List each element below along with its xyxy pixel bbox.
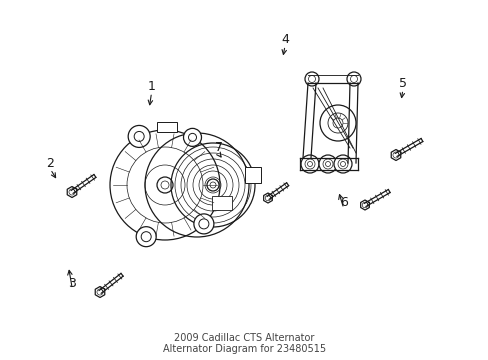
Circle shape bbox=[194, 214, 213, 234]
Circle shape bbox=[128, 125, 150, 148]
Text: 5: 5 bbox=[398, 77, 406, 90]
Text: 3: 3 bbox=[68, 277, 76, 290]
Circle shape bbox=[319, 105, 355, 141]
Bar bbox=[212, 196, 231, 210]
Text: 2009 Cadillac CTS Alternator: 2009 Cadillac CTS Alternator bbox=[174, 333, 314, 343]
Bar bbox=[244, 167, 261, 183]
Text: Alternator Diagram for 23480515: Alternator Diagram for 23480515 bbox=[163, 344, 325, 354]
Text: 2: 2 bbox=[46, 157, 54, 170]
Text: 6: 6 bbox=[339, 196, 347, 209]
Text: 7: 7 bbox=[214, 141, 222, 154]
Circle shape bbox=[301, 155, 318, 173]
Circle shape bbox=[305, 72, 318, 86]
Circle shape bbox=[183, 129, 201, 147]
Circle shape bbox=[136, 227, 156, 247]
Circle shape bbox=[346, 72, 360, 86]
Text: 1: 1 bbox=[147, 80, 155, 93]
Circle shape bbox=[318, 155, 336, 173]
Text: 4: 4 bbox=[281, 33, 288, 46]
Bar bbox=[157, 122, 177, 132]
Circle shape bbox=[333, 155, 351, 173]
